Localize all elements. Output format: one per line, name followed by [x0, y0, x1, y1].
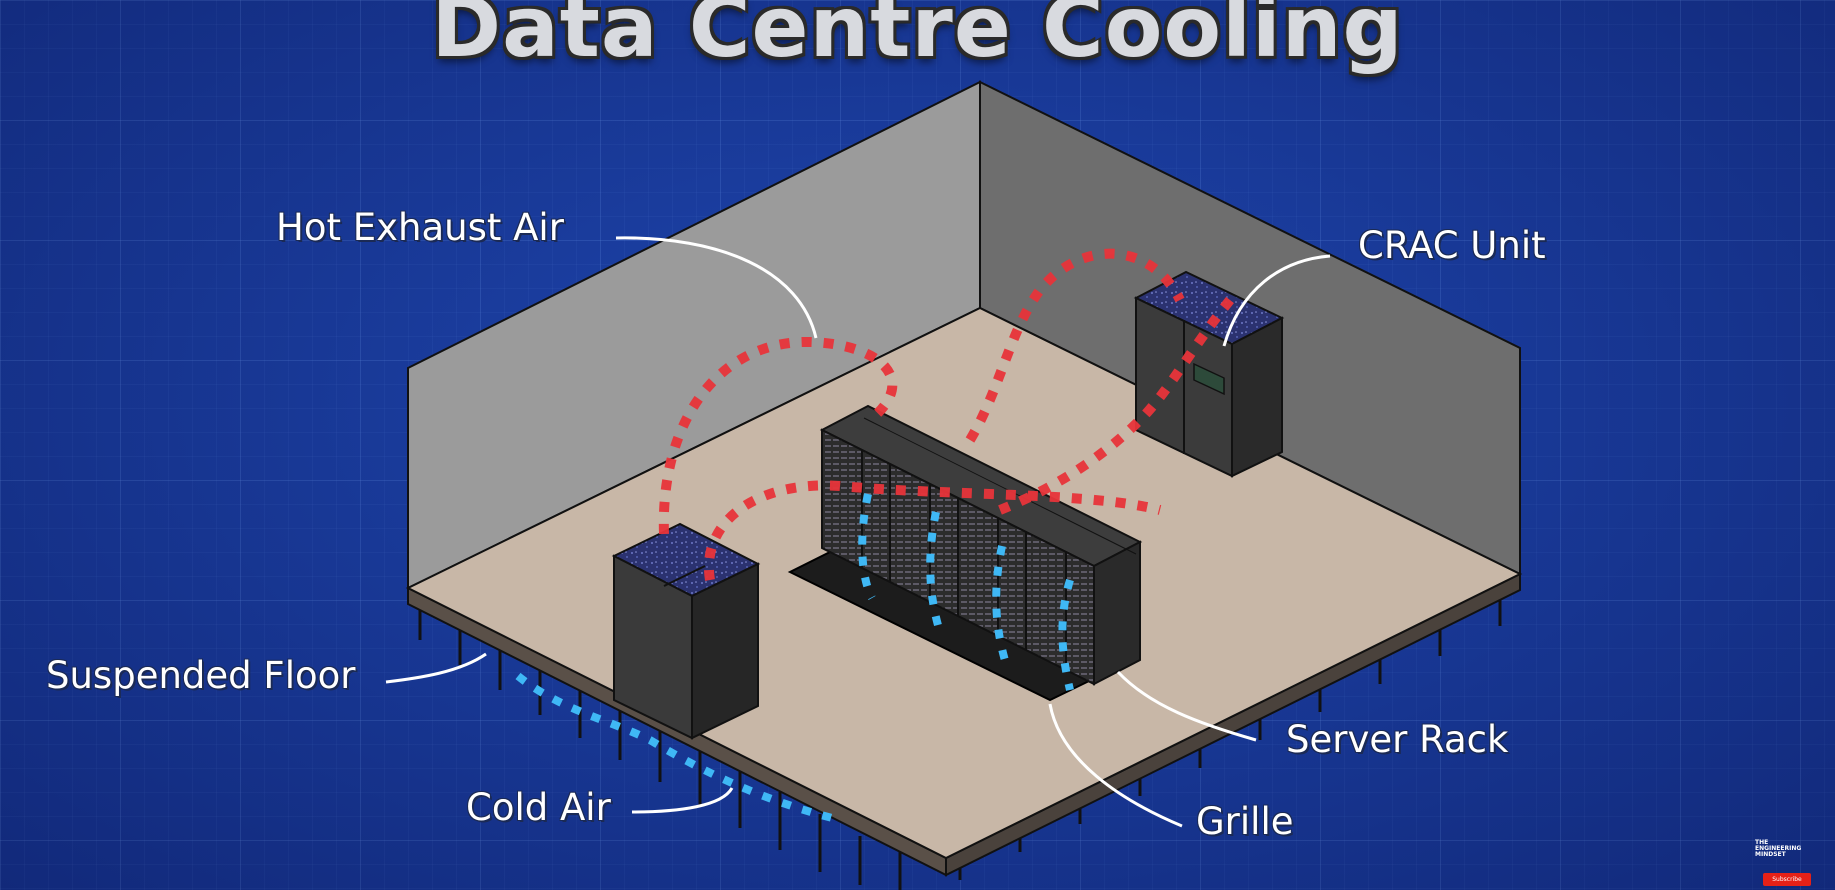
label-cold-air: Cold Air: [466, 786, 611, 829]
label-hot-exhaust-air: Hot Exhaust Air: [276, 206, 564, 249]
label-suspended-floor: Suspended Floor: [46, 654, 355, 697]
diagram-title: Data Centre Cooling: [0, 0, 1835, 76]
label-crac-unit: CRAC Unit: [1358, 224, 1546, 267]
subscribe-button[interactable]: Subscribe: [1763, 873, 1811, 886]
label-grille: Grille: [1196, 800, 1294, 843]
crac-unit-front: [614, 524, 758, 738]
channel-watermark-logo: THE ENGINEERING MINDSET: [1755, 840, 1809, 858]
label-server-rack: Server Rack: [1286, 718, 1508, 761]
watermark-line-3: MINDSET: [1755, 852, 1809, 858]
